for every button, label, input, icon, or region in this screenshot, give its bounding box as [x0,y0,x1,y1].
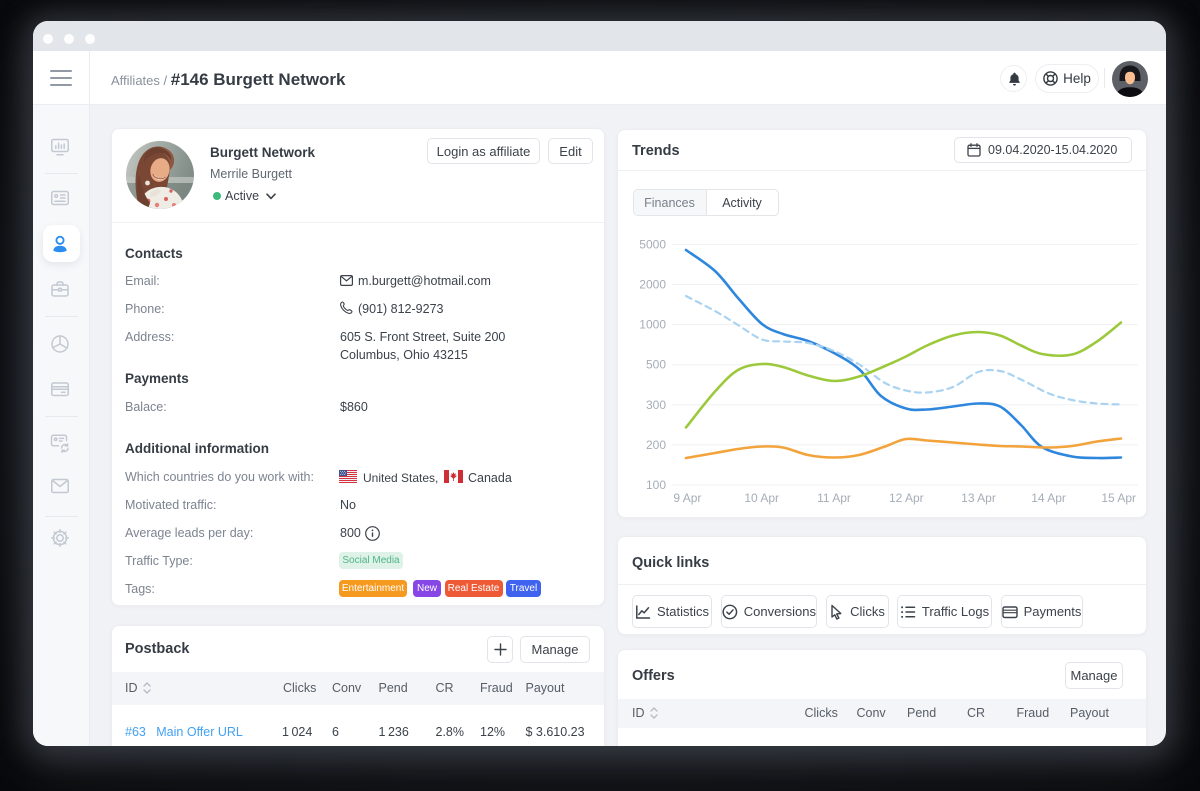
svg-text:11 Apr: 11 Apr [817,491,851,505]
svg-text:5000: 5000 [639,237,666,251]
svg-text:300: 300 [646,398,666,412]
svg-text:12 Apr: 12 Apr [889,491,924,505]
svg-text:13 Apr: 13 Apr [961,491,996,505]
svg-text:1000: 1000 [639,318,666,332]
svg-text:10 Apr: 10 Apr [744,491,779,505]
svg-text:100: 100 [646,478,666,492]
svg-text:15 Apr: 15 Apr [1101,491,1136,505]
svg-text:9 Apr: 9 Apr [673,491,701,505]
svg-text:500: 500 [646,358,666,372]
svg-text:200: 200 [646,438,666,452]
svg-text:14 Apr: 14 Apr [1031,491,1066,505]
svg-text:2000: 2000 [639,278,666,292]
